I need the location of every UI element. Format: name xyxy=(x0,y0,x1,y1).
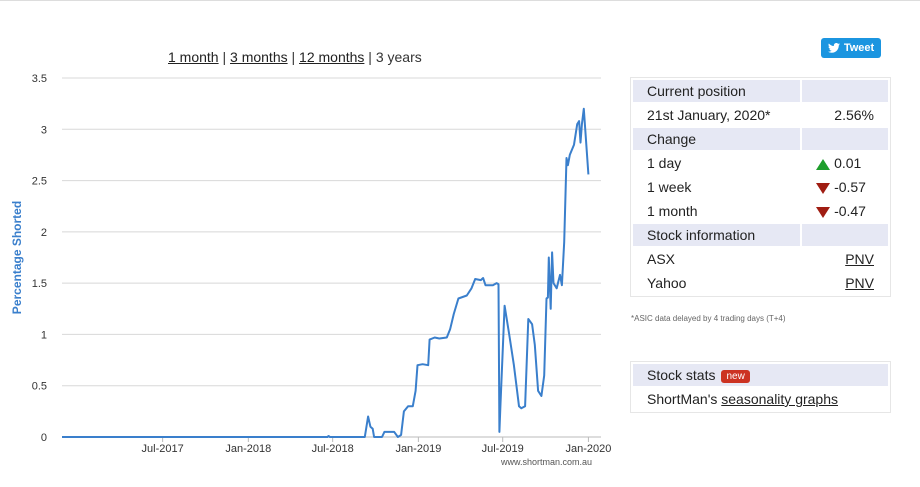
seasonality-row: ShortMan's seasonality graphs xyxy=(633,388,888,410)
change-row-1-month: 1 month -0.47 xyxy=(633,200,888,222)
y-tick-label: 1.5 xyxy=(32,278,47,290)
separator: | xyxy=(368,49,372,65)
change-header-row: Change xyxy=(633,128,888,150)
y-tick-label: 0.5 xyxy=(32,381,47,393)
current-position-panel: Current position 21st January, 2020* 2.5… xyxy=(630,77,891,297)
change-value-cell: 0.01 xyxy=(802,152,888,174)
stock-stats-header: Stock stats xyxy=(647,367,716,383)
separator: | xyxy=(222,49,227,65)
stock-stats-header-row: Stock stats new xyxy=(633,364,888,386)
change-value: -0.57 xyxy=(834,179,866,195)
asx-link[interactable]: PNV xyxy=(845,251,874,267)
tweet-button[interactable]: Tweet xyxy=(821,38,881,58)
y-tick-label: 2.5 xyxy=(32,176,47,188)
range-1-month-link[interactable]: 1 month xyxy=(168,49,219,65)
asic-delay-note: *ASIC data delayed by 4 trading days (T+… xyxy=(631,314,786,323)
position-date: 21st January, 2020* xyxy=(647,107,771,123)
stock-info-header: Stock information xyxy=(633,224,801,246)
change-value: 0.01 xyxy=(834,155,862,171)
change-header: Change xyxy=(633,128,801,150)
asx-label: ASX xyxy=(647,251,676,267)
separator: | xyxy=(291,49,296,65)
range-selector: 1 month | 3 months | 12 months | 3 years xyxy=(168,49,422,65)
change-value-cell: -0.47 xyxy=(802,200,888,222)
change-label: 1 month xyxy=(647,203,698,219)
yahoo-link[interactable]: PNV xyxy=(845,275,874,291)
y-tick-label: 1 xyxy=(41,329,47,341)
stock-stats-header-cell: Stock stats new xyxy=(633,364,888,386)
x-tick-label: Jan-2019 xyxy=(395,443,441,455)
tweet-label: Tweet xyxy=(843,42,875,54)
series-line xyxy=(62,107,590,438)
twitter-bird-icon xyxy=(827,43,840,53)
top-divider xyxy=(0,0,920,1)
range-3-years-current: 3 years xyxy=(375,49,422,65)
down-triangle-icon xyxy=(816,206,831,218)
x-tick-label: Jul-2019 xyxy=(482,443,524,455)
change-value: -0.47 xyxy=(834,203,866,219)
current-position-header: Current position xyxy=(633,80,801,102)
range-3-months-link[interactable]: 3 months xyxy=(230,49,288,65)
seasonality-cell: ShortMan's seasonality graphs xyxy=(633,388,888,410)
x-tick-label: Jul-2017 xyxy=(142,443,184,455)
x-tick-label: Jan-2020 xyxy=(565,443,611,455)
stock-stats-panel: Stock stats new ShortMan's seasonality gr… xyxy=(630,361,891,413)
change-row-1-week: 1 week -0.57 xyxy=(633,176,888,198)
range-12-months-link[interactable]: 12 months xyxy=(299,49,365,65)
y-tick-label: 0 xyxy=(41,432,47,444)
position-value: 2.56% xyxy=(834,107,874,123)
y-tick-label: 3 xyxy=(41,124,47,136)
down-triangle-icon xyxy=(816,182,831,194)
y-axis-label: Percentage Shorted xyxy=(10,201,24,314)
x-tick-label: Jan-2018 xyxy=(225,443,271,455)
seasonality-prefix: ShortMan's xyxy=(647,391,722,407)
change-row-1-day: 1 day 0.01 xyxy=(633,152,888,174)
change-label: 1 day xyxy=(647,155,682,171)
y-tick-label: 2 xyxy=(41,227,47,239)
up-triangle-icon xyxy=(816,158,831,170)
new-badge: new xyxy=(721,370,750,383)
yahoo-row: Yahoo PNV xyxy=(633,272,888,294)
stock-info-header-row: Stock information xyxy=(633,224,888,246)
change-value-cell: -0.57 xyxy=(802,176,888,198)
y-tick-label: 3.5 xyxy=(32,73,47,85)
yahoo-label: Yahoo xyxy=(647,275,687,291)
chart-credit: www.shortman.com.au xyxy=(500,457,592,467)
current-position-row: 21st January, 2020* 2.56% xyxy=(633,104,888,126)
asx-row: ASX PNV xyxy=(633,248,888,270)
current-position-header-row: Current position xyxy=(633,80,888,102)
x-tick-label: Jul-2018 xyxy=(312,443,354,455)
seasonality-graphs-link[interactable]: seasonality graphs xyxy=(721,391,839,407)
short-position-chart: 0 0.5 1 1.5 2 2.5 3 3.5 Jul-2017 Jan-2018 Jul-2018… xyxy=(10,73,611,467)
change-label: 1 week xyxy=(647,179,692,195)
